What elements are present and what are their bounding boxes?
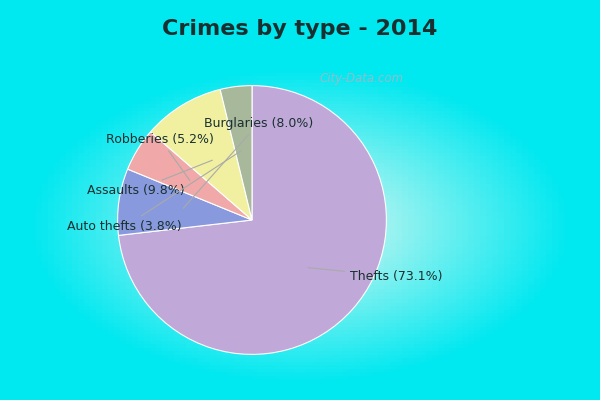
Text: City-Data.com: City-Data.com (319, 72, 403, 85)
Wedge shape (151, 90, 252, 220)
Text: Burglaries (8.0%): Burglaries (8.0%) (183, 117, 313, 208)
Text: Auto thefts (3.8%): Auto thefts (3.8%) (67, 151, 241, 233)
Wedge shape (118, 169, 252, 235)
Wedge shape (128, 132, 252, 220)
Text: Assaults (9.8%): Assaults (9.8%) (87, 160, 212, 197)
Text: Thefts (73.1%): Thefts (73.1%) (308, 268, 443, 283)
Wedge shape (118, 86, 386, 354)
Text: Robberies (5.2%): Robberies (5.2%) (106, 133, 214, 180)
Wedge shape (220, 86, 252, 220)
Text: Crimes by type - 2014: Crimes by type - 2014 (163, 18, 437, 39)
